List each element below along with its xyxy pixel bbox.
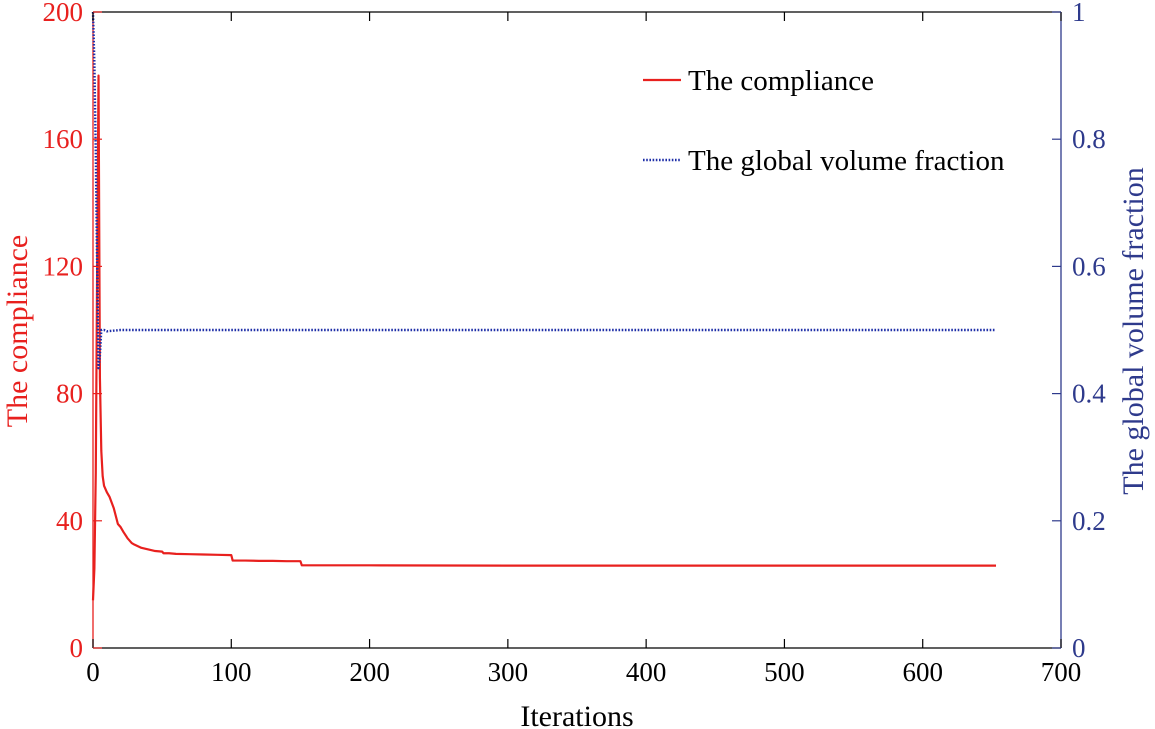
y-left-tick-label: 0 bbox=[70, 633, 84, 663]
y-right-axis-title: The global volume fraction bbox=[1117, 167, 1150, 494]
y-right-tick-label: 1 bbox=[1072, 0, 1086, 27]
volume-fraction-series-line bbox=[91, 11, 997, 370]
y-right-tick-label: 0.4 bbox=[1072, 379, 1106, 409]
y-left-tick-label: 160 bbox=[43, 124, 84, 154]
x-axis-title: Iterations bbox=[520, 700, 633, 729]
compliance-series-line bbox=[91, 74, 997, 601]
x-tick-label: 100 bbox=[211, 657, 252, 687]
x-tick-label: 0 bbox=[86, 657, 100, 687]
y-left-tick-label: 120 bbox=[43, 251, 84, 281]
x-tick-label: 700 bbox=[1041, 657, 1082, 687]
y-left-tick-label: 80 bbox=[56, 379, 83, 409]
x-tick-label: 400 bbox=[626, 657, 667, 687]
legend-compliance-label: The compliance bbox=[688, 65, 874, 97]
x-tick-label: 300 bbox=[488, 657, 529, 687]
x-tick-label: 500 bbox=[764, 657, 805, 687]
x-tick-label: 200 bbox=[349, 657, 390, 687]
y-left-tick-label: 200 bbox=[43, 0, 84, 27]
x-tick-label: 600 bbox=[902, 657, 943, 687]
y-right-tick-label: 0.6 bbox=[1072, 251, 1106, 281]
legend-volume-label: The global volume fraction bbox=[688, 145, 1005, 177]
y-right-tick-label: 0.2 bbox=[1072, 506, 1106, 536]
y-left-axis-title: The compliance bbox=[1, 235, 34, 427]
y-right-tick-label: 0.8 bbox=[1072, 124, 1106, 154]
y-right-tick-label: 0 bbox=[1072, 633, 1086, 663]
y-left-tick-label: 40 bbox=[56, 506, 83, 536]
